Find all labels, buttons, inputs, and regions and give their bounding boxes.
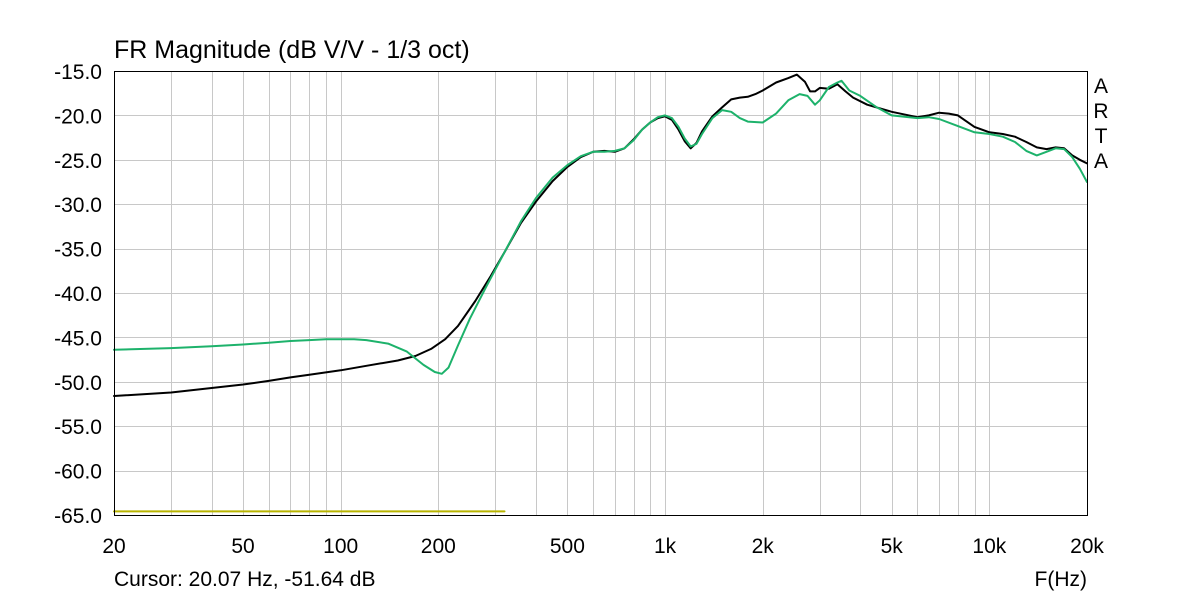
y-tick-label: -40.0 <box>54 283 102 306</box>
y-tick-label: -35.0 <box>54 239 102 262</box>
x-tick-label: 500 <box>550 535 585 558</box>
x-tick-label: 5k <box>881 535 904 558</box>
y-axis-ticks: -15.0 -20.0 -25.0 -30.0 -35.0 -40.0 -45.0 -50.0… <box>54 61 102 528</box>
plot-frame <box>114 71 1088 516</box>
x-tick-label: 1k <box>654 535 677 558</box>
y-tick-label: -20.0 <box>54 105 102 128</box>
y-tick-label: -30.0 <box>54 194 102 217</box>
series-line-2 <box>113 79 1088 375</box>
watermark-letter: A <box>1094 150 1108 173</box>
y-tick-label: -60.0 <box>54 461 102 484</box>
chart-title: FR Magnitude (dB V/V - 1/3 oct) <box>114 36 470 64</box>
y-tick-label: -15.0 <box>54 61 102 84</box>
x-tick-label: 50 <box>231 535 254 558</box>
x-tick-label: 20k <box>1070 535 1104 558</box>
y-tick-label: -25.0 <box>54 150 102 173</box>
cursor-readout: Cursor: 20.07 Hz, -51.64 dB <box>114 568 375 591</box>
series-line-1 <box>113 73 1088 397</box>
x-tick-label: 20 <box>102 535 125 558</box>
x-tick-label: 2k <box>752 535 775 558</box>
watermark-letter: T <box>1095 125 1108 148</box>
grid <box>114 71 1088 516</box>
x-axis-ticks: 20 50 100 200 500 1k 2k 5k 10k 20k <box>102 535 1104 558</box>
y-tick-label: -65.0 <box>54 505 102 528</box>
watermark-letter: R <box>1093 100 1108 123</box>
x-tick-label: 100 <box>323 535 358 558</box>
series-lines <box>113 73 1088 513</box>
x-axis-label: F(Hz) <box>1035 568 1087 591</box>
x-tick-label: 200 <box>421 535 456 558</box>
x-tick-label: 10k <box>972 535 1006 558</box>
y-tick-label: -55.0 <box>54 416 102 439</box>
y-tick-label: -45.0 <box>54 327 102 350</box>
y-tick-label: -50.0 <box>54 372 102 395</box>
watermark-letter: A <box>1094 75 1108 98</box>
